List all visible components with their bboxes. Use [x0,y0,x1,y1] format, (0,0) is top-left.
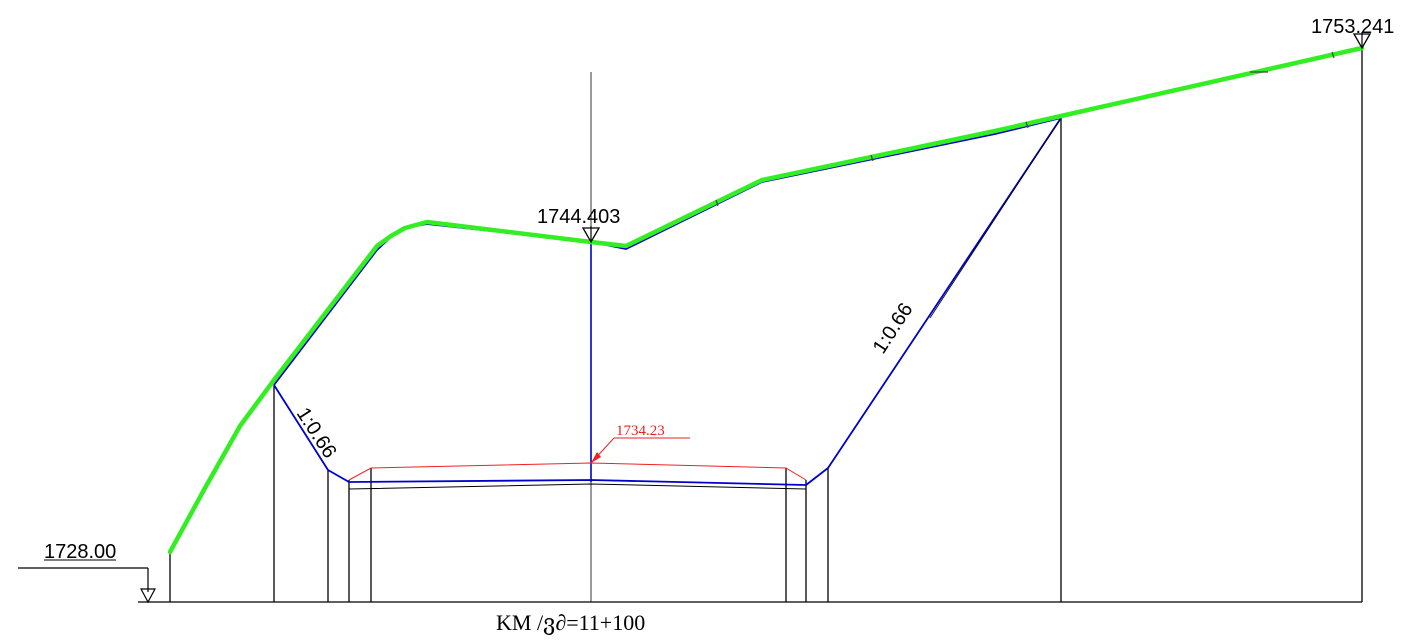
left-slope-label: 1:0.66 [292,404,341,463]
design-level-arrow [591,452,601,463]
excavation-profile [273,117,1062,486]
crown-elevation-label: 1744.403 [537,206,620,228]
left-elevation-marker [139,588,157,604]
design-level-label: 1734.23 [616,423,665,439]
ground-survey-ticks [715,51,1335,207]
right-top-elevation-label: 1753.241 [1311,16,1394,38]
right-slope-label: 1:0.66 [869,299,918,358]
pavement-lower-line [348,483,807,490]
left-ground-elevation-label: 1728.00 [44,541,116,563]
vertical-lines [169,48,1363,602]
ground-surface-line [167,45,1365,555]
right-slope-guide [929,117,1062,319]
station-label: KM /ვ∂=11+100 [496,610,645,635]
design-surface-line [348,462,807,481]
